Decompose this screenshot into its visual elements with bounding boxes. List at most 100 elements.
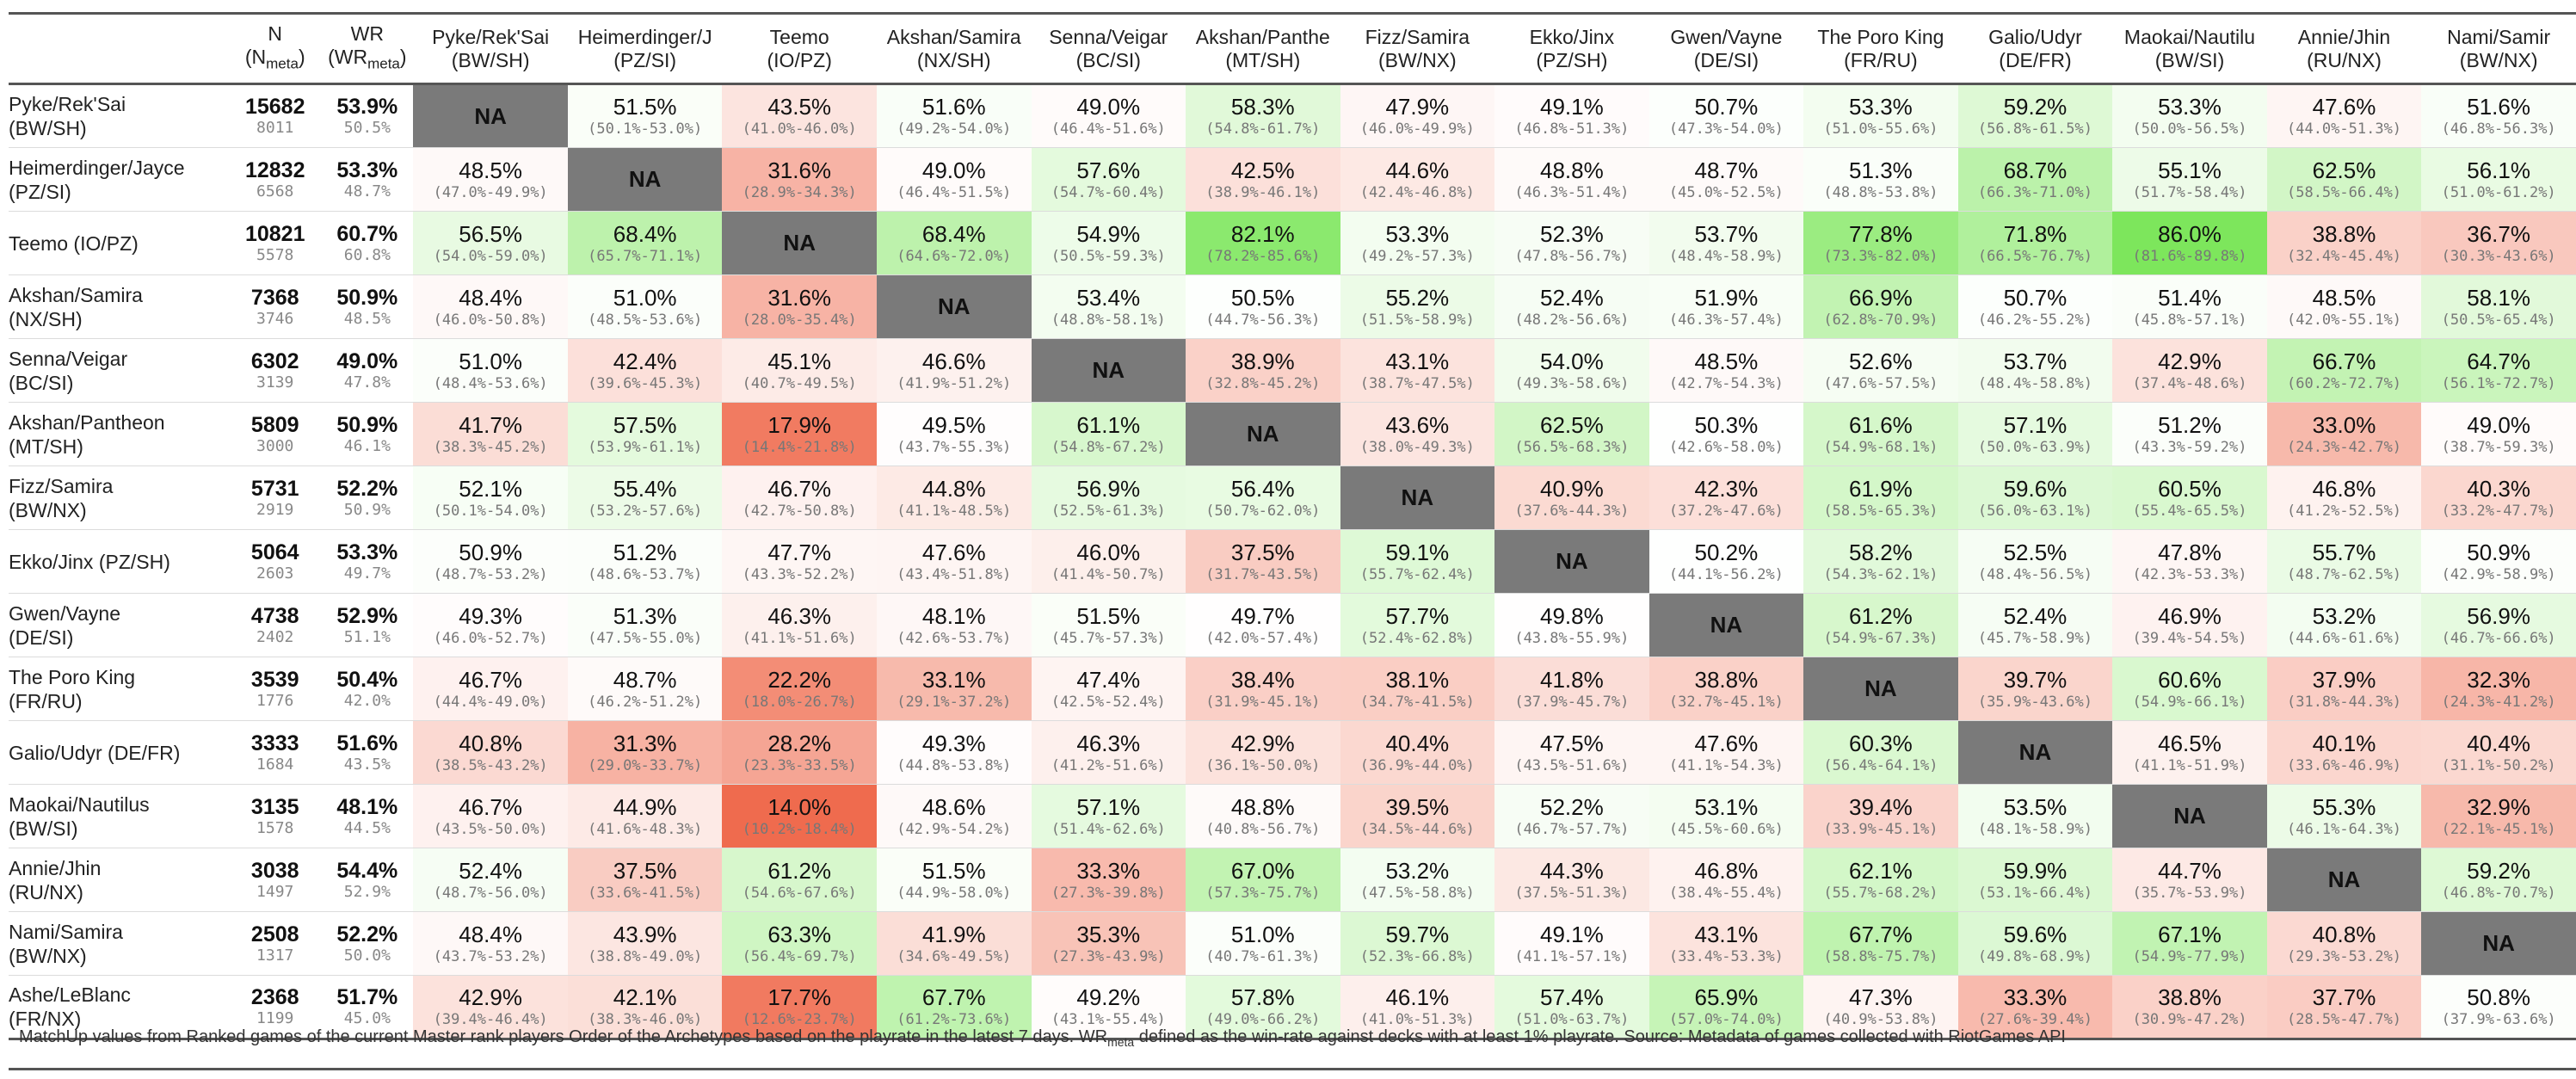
matchup-winrate: 47.6% bbox=[921, 539, 986, 565]
matchup-winrate: 59.9% bbox=[2003, 857, 2068, 884]
matchup-ci: (46.0%-52.7%) bbox=[433, 629, 548, 647]
matchup-ci: (43.1%-55.4%) bbox=[1051, 1011, 1166, 1028]
matchup-winrate: 51.5% bbox=[921, 857, 986, 884]
matchup-cell: 43.1% (33.4%-53.3%) bbox=[1649, 911, 1804, 976]
header-row: N (Nmeta) WR (WRmeta) Pyke/Rek'Sai (BW/SH… bbox=[9, 13, 2576, 84]
na-label: NA bbox=[2018, 739, 2052, 765]
n-meta-header-base: N bbox=[251, 45, 267, 68]
matchup-winrate: 41.9% bbox=[921, 921, 986, 947]
matchup-ci: (42.4%-46.8%) bbox=[1359, 183, 1475, 201]
matchup-ci: (53.1%-66.4%) bbox=[1977, 884, 2092, 902]
matchup-cell: 50.3% (42.6%-58.0%) bbox=[1649, 402, 1804, 466]
column-header-line: Teemo bbox=[769, 25, 829, 48]
games-count-cell-meta: 8011 bbox=[256, 119, 294, 137]
matchup-ci: (38.9%-46.1%) bbox=[1205, 183, 1321, 201]
matchup-cell: 59.6% (56.0%-63.1%) bbox=[1957, 466, 2113, 530]
matchup-ci: (40.8%-56.7%) bbox=[1205, 820, 1321, 838]
matchup-winrate: 50.2% bbox=[1694, 539, 1759, 565]
matchup-ci: (49.0%-66.2%) bbox=[1205, 1011, 1321, 1028]
matchup-cell: 67.7% (61.2%-73.6%) bbox=[876, 975, 1032, 1039]
matchup-winrate: 33.3% bbox=[1076, 857, 1141, 884]
matchup-winrate: 43.6% bbox=[1385, 411, 1450, 438]
matchup-cell: 33.1% (29.1%-37.2%) bbox=[876, 657, 1032, 721]
column-header-line: (IO/PZ) bbox=[767, 48, 832, 71]
matchup-ci: (36.9%-44.0%) bbox=[1359, 756, 1475, 774]
matchup-ci: (47.3%-54.0%) bbox=[1668, 120, 1784, 138]
matchup-winrate: 44.8% bbox=[921, 475, 986, 502]
matchup-winrate: 49.0% bbox=[1076, 94, 1141, 120]
matchup-winrate: 48.8% bbox=[1230, 793, 1295, 820]
matchup-ci: (34.7%-41.5%) bbox=[1359, 693, 1475, 711]
matchup-cell: 53.2% (44.6%-61.6%) bbox=[2266, 593, 2422, 657]
games-count-cell: 5731 2919 bbox=[229, 466, 321, 530]
column-header-line: Maokai/Nautilu bbox=[2123, 25, 2256, 48]
matchup-ci: (33.6%-41.5%) bbox=[588, 884, 703, 902]
matchup-winrate: 41.8% bbox=[1539, 666, 1604, 693]
matchup-cell: 60.6% (54.9%-66.1%) bbox=[2112, 657, 2267, 721]
matchup-ci: (42.7%-54.3%) bbox=[1668, 374, 1784, 392]
matchup-ci: (33.9%-45.1%) bbox=[1823, 820, 1938, 838]
matchup-cell: 52.5% (48.4%-56.5%) bbox=[1957, 529, 2113, 594]
matchup-cell: 48.7% (45.0%-52.5%) bbox=[1649, 147, 1804, 212]
matchup-cell: 82.1% (78.2%-85.6%) bbox=[1186, 211, 1340, 275]
matchup-ci: (53.2%-57.6%) bbox=[588, 502, 703, 520]
matchup-winrate: 61.1% bbox=[1076, 411, 1141, 438]
column-header-line: (MT/SH) bbox=[1225, 48, 1301, 71]
matchup-ci: (45.0%-52.5%) bbox=[1668, 183, 1784, 201]
matchup-winrate: 46.8% bbox=[2312, 475, 2376, 502]
matchup-cell: 47.9% (46.0%-49.9%) bbox=[1340, 83, 1495, 148]
matchup-winrate: 82.1% bbox=[1230, 220, 1295, 247]
matchup-cell: 48.8% (46.3%-51.4%) bbox=[1494, 147, 1649, 212]
games-count-cell-value: 3539 bbox=[250, 667, 299, 692]
matchup-winrate: 40.3% bbox=[2467, 475, 2530, 502]
winrate-cell-value: 51.7% bbox=[336, 985, 398, 1009]
games-count-cell-meta: 3746 bbox=[256, 309, 294, 328]
row-name-line: The Poro King bbox=[9, 665, 136, 688]
matchup-cell: 61.9% (58.5%-65.3%) bbox=[1803, 466, 1958, 530]
wr-header-label: WR bbox=[350, 22, 384, 45]
matchup-winrate: 58.3% bbox=[1230, 94, 1295, 120]
matchup-winrate: 58.1% bbox=[2467, 284, 2530, 311]
winrate-cell-meta: 51.1% bbox=[343, 627, 391, 646]
matchup-ci: (39.4%-46.4%) bbox=[433, 1011, 548, 1028]
matchup-ci: (38.5%-43.2%) bbox=[433, 756, 548, 774]
matchup-ci: (24.3%-42.7%) bbox=[2286, 438, 2402, 456]
matchup-winrate: 43.1% bbox=[1385, 348, 1450, 374]
matchup-ci: (46.8%-56.3%) bbox=[2441, 120, 2556, 138]
matchup-winrate: 54.9% bbox=[1076, 220, 1141, 247]
matchup-ci: (48.2%-56.6%) bbox=[1514, 311, 1630, 329]
row-archetype-name: Galio/Udyr (DE/FR) bbox=[9, 721, 229, 785]
matchup-cell: 55.2% (51.5%-58.9%) bbox=[1340, 274, 1495, 339]
matchup-ci: (37.6%-44.3%) bbox=[1514, 502, 1630, 520]
matchup-winrate: 56.9% bbox=[1076, 475, 1141, 502]
table-row: Akshan/Pantheon (MT/SH) 5809 3000 50.9% 46.1%… bbox=[9, 402, 2576, 466]
matchup-cell: 47.6% (44.0%-51.3%) bbox=[2266, 83, 2422, 148]
matchup-ci: (47.0%-49.9%) bbox=[433, 183, 548, 201]
matchup-cell: 61.6% (54.9%-68.1%) bbox=[1803, 402, 1958, 466]
matchup-winrate: 48.4% bbox=[459, 921, 522, 947]
matchup-cell: 53.3% (50.0%-56.5%) bbox=[2112, 83, 2267, 148]
column-header-line: (DE/FR) bbox=[1999, 48, 2072, 71]
matchup-cell: 54.9% (50.5%-59.3%) bbox=[1031, 211, 1186, 275]
matchup-winrate: 57.5% bbox=[613, 411, 677, 438]
matchup-cell: 61.2% (54.6%-67.6%) bbox=[722, 848, 877, 912]
winrate-cell-value: 53.3% bbox=[336, 157, 398, 182]
matchup-ci: (48.4%-56.5%) bbox=[1977, 565, 2092, 583]
winrate-cell: 52.9% 51.1% bbox=[321, 594, 413, 657]
matchup-ci: (48.4%-58.9%) bbox=[1668, 247, 1784, 265]
matchup-winrate: 56.5% bbox=[459, 220, 522, 247]
matchup-ci: (36.1%-50.0%) bbox=[1205, 756, 1321, 774]
matchup-ci: (27.6%-39.4%) bbox=[1977, 1011, 2092, 1028]
matchup-ci: (54.0%-59.0%) bbox=[433, 247, 548, 265]
matchup-cell: 66.9% (62.8%-70.9%) bbox=[1803, 274, 1958, 339]
matchup-winrate: 56.4% bbox=[1230, 475, 1295, 502]
column-header-line: (BW/NX) bbox=[1377, 48, 1457, 71]
matchup-cell-na: NA bbox=[876, 274, 1032, 339]
matchup-cell: 56.1% (51.0%-61.2%) bbox=[2421, 147, 2576, 212]
matchup-cell-na: NA bbox=[1957, 720, 2113, 785]
games-count-cell-meta: 3139 bbox=[256, 373, 294, 392]
matchup-ci: (42.5%-52.4%) bbox=[1051, 693, 1166, 711]
matchup-ci: (29.3%-53.2%) bbox=[2286, 947, 2402, 965]
matchup-cell: 49.0% (46.4%-51.6%) bbox=[1031, 83, 1186, 148]
row-name-line: Fizz/Samira bbox=[9, 474, 114, 497]
